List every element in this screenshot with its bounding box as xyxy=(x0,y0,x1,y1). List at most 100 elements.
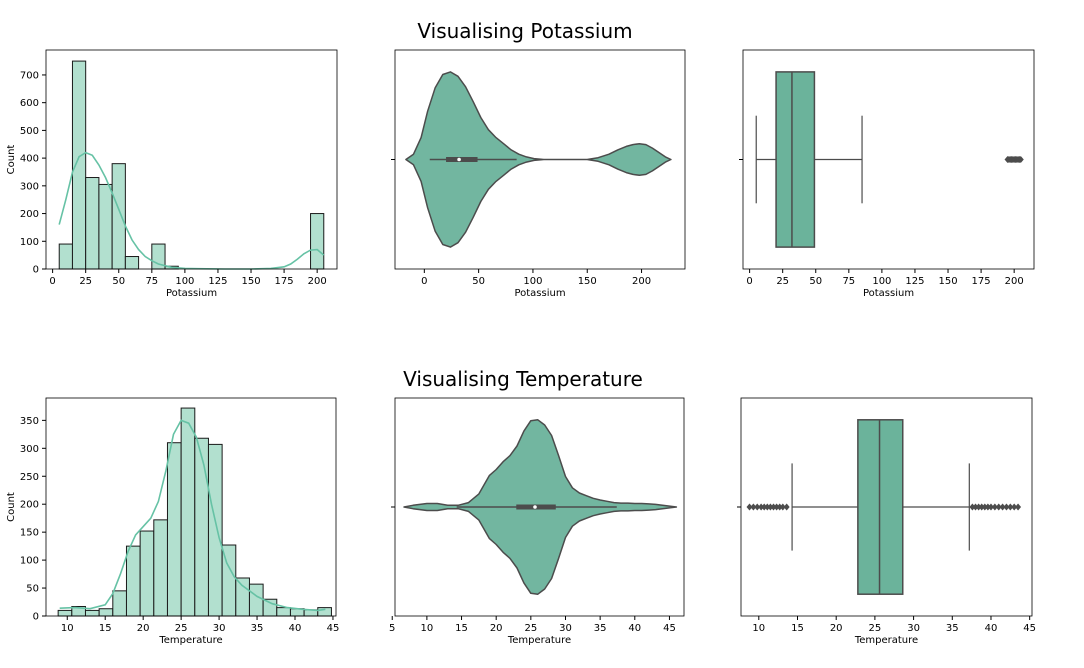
temperature-xtick-label: 25 xyxy=(175,623,188,634)
temperature-box-outlier xyxy=(987,503,994,511)
temperature-xtick-label: 30 xyxy=(213,623,226,634)
temperature-box-outlier xyxy=(779,503,786,511)
potassium-ytick-label: 0 xyxy=(33,265,39,276)
potassium-xtick-label: 150 xyxy=(938,276,957,287)
temperature-histogram-bar xyxy=(235,577,250,617)
temperature-xtick-label: 5 xyxy=(389,623,395,634)
temperature-histogram-bar xyxy=(98,608,114,617)
temperature-box-outlier xyxy=(1003,503,1010,511)
temperature-box-outlier xyxy=(978,503,985,511)
temperature-ytick-label: 350 xyxy=(20,416,39,427)
temperature-y-axis-label: Count xyxy=(6,492,17,522)
potassium-histogram-bar xyxy=(71,60,87,270)
temperature-ytick-label: 200 xyxy=(20,500,39,511)
potassium-xtick-label: 100 xyxy=(872,276,891,287)
temperature-xtick-label: 45 xyxy=(327,623,340,634)
potassium-y-axis-label: Count xyxy=(6,145,17,175)
temperature-ytick-label: 300 xyxy=(20,444,39,455)
potassium-xtick-label: 25 xyxy=(79,276,92,287)
temperature-xtick-label: 30 xyxy=(907,623,920,634)
potassium-xtick-label: 175 xyxy=(972,276,991,287)
temperature-axes-frame xyxy=(45,397,337,617)
temperature-box-outlier xyxy=(975,503,982,511)
potassium-x-axis-label: Potassium xyxy=(863,288,914,299)
potassium-histogram-panel: 0 100 200 300 400 500 600 700 Count 0 25 50 75 100 125… xyxy=(6,49,338,299)
temperature-histogram-bar xyxy=(57,609,73,617)
temperature-box-outlier xyxy=(981,503,988,511)
temperature-box-outlier xyxy=(972,503,979,511)
temperature-histogram-bar xyxy=(139,530,155,617)
temperature-histogram-bar xyxy=(112,590,127,617)
temperature-axes-frame xyxy=(740,397,1033,617)
temperature-xtick-label: 20 xyxy=(830,623,843,634)
temperature-box-outlier xyxy=(999,503,1006,511)
temperature-histogram-bar xyxy=(207,443,223,617)
potassium-histogram-bar xyxy=(98,183,113,270)
temperature-boxplot-panel: 10 15 20 25 30 35 40 45 Temperature xyxy=(737,397,1036,646)
temperature-axes-frame xyxy=(394,397,685,617)
potassium-box-iqr xyxy=(775,71,816,248)
temperature-figure-title: Visualising Temperature xyxy=(403,367,643,391)
temperature-histogram-bar xyxy=(125,545,141,617)
temperature-histogram-bar xyxy=(194,437,209,617)
temperature-histogram-panel: 0 50 100 150 200 250 300 350 Count 10 15 20 25 30 35 40… xyxy=(6,397,340,646)
temperature-box-outlier xyxy=(767,503,774,511)
temperature-xtick-label: 10 xyxy=(61,623,74,634)
temperature-xtick-label: 20 xyxy=(490,623,503,634)
temperature-box-outlier xyxy=(750,503,757,511)
potassium-axes-frame xyxy=(394,49,686,270)
potassium-histogram-bar xyxy=(124,256,140,270)
temperature-xtick-label: 15 xyxy=(99,623,112,634)
potassium-ytick-label: 100 xyxy=(20,237,39,248)
potassium-violin-median-dot xyxy=(457,157,461,162)
temperature-x-axis-label: Temperature xyxy=(158,635,222,646)
temperature-kde-line xyxy=(59,419,326,612)
potassium-histogram-bar xyxy=(85,177,100,270)
potassium-xtick-label: 125 xyxy=(905,276,924,287)
potassium-xtick-label: 100 xyxy=(175,276,194,287)
potassium-violin-iqr-box xyxy=(446,157,478,162)
potassium-xtick-label: 75 xyxy=(842,276,855,287)
potassium-xtick-label: 0 xyxy=(49,276,55,287)
potassium-box-outlier xyxy=(1017,156,1024,163)
temperature-box-iqr xyxy=(857,419,904,595)
temperature-xtick-label: 30 xyxy=(559,623,572,634)
potassium-xtick-label: 0 xyxy=(746,276,752,287)
potassium-x-axis-label: Potassium xyxy=(166,288,217,299)
potassium-xtick-label: 150 xyxy=(578,276,597,287)
temperature-xtick-label: 10 xyxy=(421,623,434,634)
temperature-xtick-label: 35 xyxy=(946,623,959,634)
potassium-ytick-label: 200 xyxy=(20,209,39,220)
potassium-histogram-bar xyxy=(58,243,73,270)
potassium-kde-line xyxy=(58,151,325,270)
potassium-xtick-label: 150 xyxy=(241,276,260,287)
temperature-xtick-label: 25 xyxy=(524,623,537,634)
temperature-box-outlier xyxy=(1007,503,1014,511)
temperature-box-outlier xyxy=(761,503,768,511)
temperature-xtick-label: 40 xyxy=(289,623,302,634)
temperature-histogram-bar xyxy=(166,442,182,617)
temperature-xtick-label: 40 xyxy=(628,623,641,634)
potassium-ytick-label: 500 xyxy=(20,126,39,137)
potassium-xtick-label: 175 xyxy=(275,276,294,287)
temperature-x-axis-label: Temperature xyxy=(507,635,571,646)
temperature-xtick-label: 40 xyxy=(985,623,998,634)
temperature-xtick-label: 35 xyxy=(594,623,607,634)
temperature-box-outlier xyxy=(776,503,783,511)
temperature-box-outlier xyxy=(991,503,998,511)
potassium-axes-frame xyxy=(742,49,1035,270)
potassium-x-axis-label: Potassium xyxy=(514,288,565,299)
potassium-xtick-label: 125 xyxy=(208,276,227,287)
temperature-xtick-label: 15 xyxy=(791,623,804,634)
potassium-violin-body xyxy=(405,71,672,248)
temperature-box-outlier xyxy=(758,503,765,511)
temperature-box-outlier xyxy=(770,503,777,511)
potassium-violin-panel: 0 50 100 150 200 Potassium xyxy=(391,49,686,299)
potassium-xtick-label: 200 xyxy=(308,276,327,287)
temperature-xtick-label: 25 xyxy=(869,623,882,634)
potassium-histogram-bar xyxy=(111,163,126,270)
potassium-axes-frame xyxy=(45,49,338,270)
temperature-violin-median-dot xyxy=(533,505,537,509)
potassium-xtick-label: 75 xyxy=(145,276,158,287)
temperature-ytick-label: 100 xyxy=(20,556,39,567)
